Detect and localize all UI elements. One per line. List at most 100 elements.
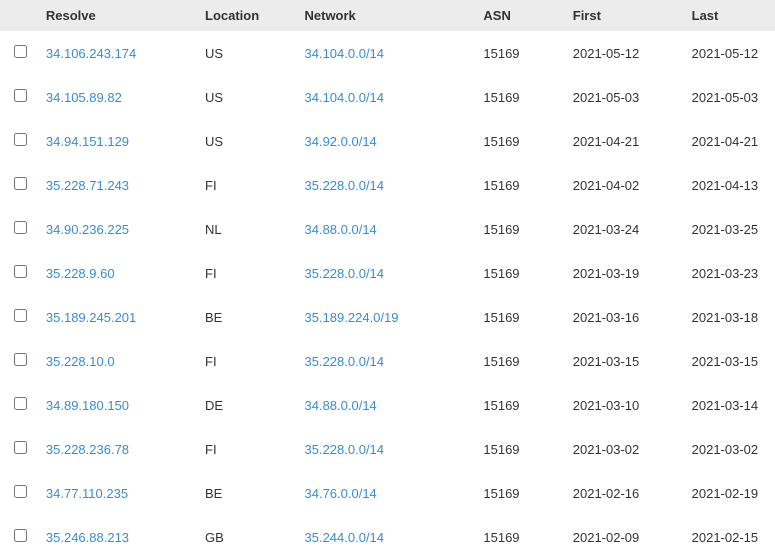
cell-asn: 15169 bbox=[477, 163, 566, 207]
header-network: Network bbox=[299, 0, 478, 31]
cell-location: BE bbox=[199, 295, 298, 339]
header-resolve: Resolve bbox=[40, 0, 199, 31]
cell-resolve: 34.89.180.150 bbox=[40, 383, 199, 427]
cell-network: 35.189.224.0/19 bbox=[299, 295, 478, 339]
cell-first: 2021-04-02 bbox=[567, 163, 686, 207]
network-link[interactable]: 34.92.0.0/14 bbox=[305, 134, 377, 149]
cell-resolve: 35.228.236.78 bbox=[40, 427, 199, 471]
cell-asn: 15169 bbox=[477, 295, 566, 339]
resolve-link[interactable]: 34.89.180.150 bbox=[46, 398, 129, 413]
cell-location: FI bbox=[199, 251, 298, 295]
network-link[interactable]: 35.228.0.0/14 bbox=[305, 354, 385, 369]
cell-last: 2021-03-14 bbox=[686, 383, 775, 427]
resolve-link[interactable]: 34.105.89.82 bbox=[46, 90, 122, 105]
table-header-row: Resolve Location Network ASN First Last bbox=[0, 0, 775, 31]
cell-checkbox bbox=[0, 75, 40, 119]
network-link[interactable]: 35.189.224.0/19 bbox=[305, 310, 399, 325]
cell-resolve: 34.106.243.174 bbox=[40, 31, 199, 75]
cell-network: 34.92.0.0/14 bbox=[299, 119, 478, 163]
row-select-checkbox[interactable] bbox=[14, 529, 27, 542]
cell-location: FI bbox=[199, 339, 298, 383]
row-select-checkbox[interactable] bbox=[14, 397, 27, 410]
cell-last: 2021-02-19 bbox=[686, 471, 775, 515]
network-link[interactable]: 34.88.0.0/14 bbox=[305, 222, 377, 237]
cell-first: 2021-02-09 bbox=[567, 515, 686, 559]
resolve-link[interactable]: 35.228.236.78 bbox=[46, 442, 129, 457]
network-link[interactable]: 35.228.0.0/14 bbox=[305, 178, 385, 193]
resolve-link[interactable]: 34.77.110.235 bbox=[46, 486, 128, 501]
row-select-checkbox[interactable] bbox=[14, 353, 27, 366]
cell-asn: 15169 bbox=[477, 31, 566, 75]
table-row: 34.105.89.82US34.104.0.0/14151692021-05-… bbox=[0, 75, 775, 119]
cell-location: FI bbox=[199, 427, 298, 471]
cell-checkbox bbox=[0, 119, 40, 163]
cell-network: 34.104.0.0/14 bbox=[299, 75, 478, 119]
cell-location: US bbox=[199, 31, 298, 75]
resolve-link[interactable]: 35.228.71.243 bbox=[46, 178, 129, 193]
network-link[interactable]: 35.244.0.0/14 bbox=[305, 530, 385, 545]
resolve-table: Resolve Location Network ASN First Last … bbox=[0, 0, 775, 559]
header-last: Last bbox=[686, 0, 775, 31]
cell-network: 35.244.0.0/14 bbox=[299, 515, 478, 559]
cell-asn: 15169 bbox=[477, 251, 566, 295]
cell-network: 35.228.0.0/14 bbox=[299, 251, 478, 295]
cell-asn: 15169 bbox=[477, 75, 566, 119]
row-select-checkbox[interactable] bbox=[14, 177, 27, 190]
cell-first: 2021-03-15 bbox=[567, 339, 686, 383]
network-link[interactable]: 34.104.0.0/14 bbox=[305, 46, 385, 61]
cell-resolve: 35.228.71.243 bbox=[40, 163, 199, 207]
cell-last: 2021-03-18 bbox=[686, 295, 775, 339]
resolve-link[interactable]: 35.228.9.60 bbox=[46, 266, 115, 281]
cell-network: 35.228.0.0/14 bbox=[299, 163, 478, 207]
resolve-link[interactable]: 34.90.236.225 bbox=[46, 222, 129, 237]
header-checkbox-col bbox=[0, 0, 40, 31]
cell-location: DE bbox=[199, 383, 298, 427]
row-select-checkbox[interactable] bbox=[14, 485, 27, 498]
network-link[interactable]: 34.104.0.0/14 bbox=[305, 90, 385, 105]
row-select-checkbox[interactable] bbox=[14, 221, 27, 234]
resolve-link[interactable]: 35.189.245.201 bbox=[46, 310, 136, 325]
cell-checkbox bbox=[0, 295, 40, 339]
row-select-checkbox[interactable] bbox=[14, 265, 27, 278]
table-row: 34.90.236.225NL34.88.0.0/14151692021-03-… bbox=[0, 207, 775, 251]
cell-network: 34.104.0.0/14 bbox=[299, 31, 478, 75]
cell-asn: 15169 bbox=[477, 119, 566, 163]
resolve-link[interactable]: 35.228.10.0 bbox=[46, 354, 115, 369]
cell-network: 35.228.0.0/14 bbox=[299, 339, 478, 383]
row-select-checkbox[interactable] bbox=[14, 45, 27, 58]
cell-checkbox bbox=[0, 471, 40, 515]
cell-last: 2021-04-13 bbox=[686, 163, 775, 207]
cell-checkbox bbox=[0, 31, 40, 75]
network-link[interactable]: 34.76.0.0/14 bbox=[305, 486, 377, 501]
row-select-checkbox[interactable] bbox=[14, 89, 27, 102]
cell-resolve: 34.94.151.129 bbox=[40, 119, 199, 163]
row-select-checkbox[interactable] bbox=[14, 441, 27, 454]
cell-location: FI bbox=[199, 163, 298, 207]
cell-asn: 15169 bbox=[477, 383, 566, 427]
table-row: 34.89.180.150 DE 34.88.0.0/14 15169 2021-03-… bbox=[0, 383, 775, 427]
resolve-link[interactable]: 34.106.243.174 bbox=[46, 46, 136, 61]
cell-first: 2021-02-16 bbox=[567, 471, 686, 515]
cell-resolve: 35.228.9.60 bbox=[40, 251, 199, 295]
cell-resolve: 34.90.236.225 bbox=[40, 207, 199, 251]
cell-resolve: 35.189.245.201 bbox=[40, 295, 199, 339]
row-select-checkbox[interactable] bbox=[14, 133, 27, 146]
resolve-link[interactable]: 34.94.151.129 bbox=[46, 134, 129, 149]
cell-location: US bbox=[199, 119, 298, 163]
cell-network: 34.88.0.0/14 bbox=[299, 207, 478, 251]
table-row: 34.77.110.235BE34.76.0.0/14151692021-02-… bbox=[0, 471, 775, 515]
cell-checkbox bbox=[0, 207, 40, 251]
cell-last: 2021-03-15 bbox=[686, 339, 775, 383]
cell-network: 34.88.0.0/14 bbox=[299, 383, 478, 427]
network-link[interactable]: 34.88.0.0/14 bbox=[305, 398, 377, 413]
cell-first: 2021-03-24 bbox=[567, 207, 686, 251]
cell-last: 2021-04-21 bbox=[686, 119, 775, 163]
cell-location: BE bbox=[199, 471, 298, 515]
network-link[interactable]: 35.228.0.0/14 bbox=[305, 266, 385, 281]
cell-checkbox bbox=[0, 251, 40, 295]
network-link[interactable]: 35.228.0.0/14 bbox=[305, 442, 385, 457]
table-row: 35.189.245.201 BE 35.189.224.0/19 15169 2021… bbox=[0, 295, 775, 339]
cell-checkbox bbox=[0, 163, 40, 207]
row-select-checkbox[interactable] bbox=[14, 309, 27, 322]
resolve-link[interactable]: 35.246.88.213 bbox=[46, 530, 129, 545]
